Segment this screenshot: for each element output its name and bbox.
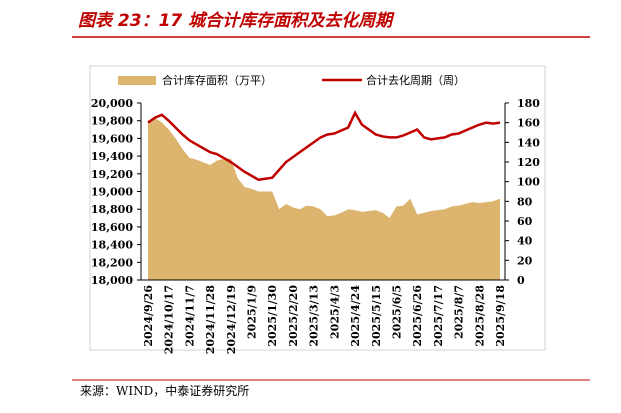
y-tick-label: 18,800 [91, 203, 133, 216]
y-tick-label: 19,200 [91, 168, 133, 181]
area [148, 118, 500, 280]
y-tick-label: 18,200 [91, 256, 133, 269]
y-tick-label: 18,400 [91, 239, 133, 252]
y2-tick-label: 180 [517, 97, 540, 110]
y-tick-label: 19,600 [91, 132, 133, 145]
x-tick-label: 2025/7/17 [432, 285, 445, 347]
x-tick-label: 2025/6/5 [390, 285, 403, 339]
source: 来源：WIND，中泰证券研究所 [80, 383, 249, 398]
x-tick-label: 2024/12/19 [225, 285, 238, 354]
x-tick-label: 2025/2/20 [287, 285, 300, 347]
y2-tick-label: 100 [517, 176, 540, 189]
y2-tick-label: 140 [517, 136, 540, 149]
x-tick-label: 2025/6/26 [411, 285, 424, 347]
x-tick-label: 2025/1/9 [246, 285, 259, 339]
x-tick-label: 2025/8/7 [453, 285, 466, 339]
x-tick-label: 2025/1/30 [266, 285, 279, 347]
y-tick-label: 18,600 [91, 221, 133, 234]
x-tick-label: 2024/10/17 [163, 285, 176, 354]
y-tick-label: 20,000 [91, 97, 133, 110]
y-tick-label: 19,000 [91, 186, 133, 199]
x-tick-label: 2025/9/18 [494, 285, 507, 347]
x-tick-label: 2025/3/13 [308, 285, 321, 347]
chart-frame [89, 65, 546, 351]
y-tick-label: 19,800 [91, 115, 133, 128]
y2-tick-label: 40 [517, 235, 533, 248]
title: 图表 23：17 城合计库存面积及去化周期 [78, 11, 395, 31]
x-tick-label: 2025/4/3 [328, 285, 341, 339]
y2-tick-label: 120 [517, 156, 540, 169]
legend-label: 合计库存面积（万平） [162, 73, 272, 87]
y2-tick-label: 160 [517, 117, 540, 130]
y2-tick-label: 80 [517, 195, 533, 208]
y-tick-label: 18,000 [91, 274, 133, 287]
y2-tick-label: 0 [517, 274, 525, 287]
x-tick-label: 2025/4/24 [349, 285, 362, 347]
x-tick-label: 2025/5/15 [370, 285, 383, 347]
x-tick-label: 2024/9/26 [142, 285, 155, 347]
x-tick-label: 2024/11/28 [204, 285, 217, 355]
y-tick-label: 19,400 [91, 150, 133, 163]
y2-tick-label: 20 [517, 254, 533, 267]
x-tick-label: 2025/8/28 [473, 285, 486, 347]
y2-tick-label: 60 [517, 215, 533, 228]
legend-label: 合计去化周期（周） [366, 73, 465, 87]
legend-swatch [118, 76, 156, 85]
x-tick-label: 2024/11/7 [183, 285, 196, 347]
line [147, 110, 501, 181]
